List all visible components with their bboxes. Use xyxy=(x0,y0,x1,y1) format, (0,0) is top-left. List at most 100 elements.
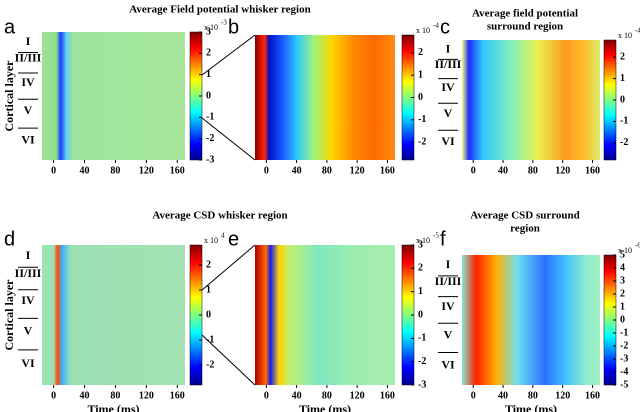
colorbar-exponent: -5 xyxy=(433,232,439,240)
colorbar-tick-label: 1 xyxy=(206,69,211,80)
colorbar-exponent: -6 xyxy=(635,242,640,250)
layer-label: I xyxy=(26,248,31,262)
layer-label: V xyxy=(24,103,33,117)
panel-letter: d xyxy=(4,228,15,250)
colorbar-tick-label: -2 xyxy=(418,356,426,367)
layer-label: V xyxy=(444,106,453,120)
colorbar-tick-label: 1 xyxy=(620,73,625,84)
x-tick-label: 40 xyxy=(292,390,302,401)
colorbar-tick-label: 5 xyxy=(620,249,625,260)
heatmap-image xyxy=(462,255,600,385)
panel-letter: e xyxy=(228,228,239,250)
colorbar-scale: x 10 xyxy=(416,26,430,35)
panel-title: Average CSD surround xyxy=(470,210,580,222)
x-tick-label: 120 xyxy=(555,390,570,401)
layer-label: I xyxy=(446,257,451,271)
x-tick-label: 120 xyxy=(350,390,365,401)
x-tick-label: 40 xyxy=(80,165,90,176)
zoom-line xyxy=(201,117,256,161)
colorbar-tick-label: 3 xyxy=(206,26,211,37)
x-tick-label: 160 xyxy=(380,165,395,176)
x-tick-label: 40 xyxy=(498,165,508,176)
colorbar-exponent: -3 xyxy=(221,19,227,27)
colorbar-tick-label: -2 xyxy=(418,136,426,147)
colorbar-tick-label: 1 xyxy=(418,69,423,80)
layer-label: II/III xyxy=(435,57,462,71)
layer-label: V xyxy=(24,324,33,338)
x-tick-label: 80 xyxy=(528,390,538,401)
panel-letter: f xyxy=(440,228,446,250)
x-tick-label: 80 xyxy=(110,165,120,176)
zoom-line xyxy=(201,244,256,291)
colorbar-tick-label: 2 xyxy=(418,263,423,274)
heatmap-image xyxy=(42,245,185,385)
colorbar-tick-label: -2 xyxy=(620,137,628,148)
layer-label: VI xyxy=(441,134,455,148)
layer-label: VI xyxy=(21,356,35,370)
heatmap-image xyxy=(255,245,395,385)
colorbar-tick-label: 4 xyxy=(620,262,625,273)
colorbar-tick-label: -4 xyxy=(620,366,628,377)
colorbar-scale: x 10 xyxy=(618,246,632,255)
colorbar-tick-label: -2 xyxy=(206,133,214,144)
layer-label: IV xyxy=(441,299,455,313)
colorbar-tick-label: 0 xyxy=(418,92,423,103)
layer-label: I xyxy=(26,34,31,48)
x-axis-label: Time (ms) xyxy=(87,402,139,412)
x-axis-label: Time (ms) xyxy=(299,402,351,412)
colorbar-tick-label: -1 xyxy=(206,334,214,345)
x-tick-label: 40 xyxy=(292,165,302,176)
colorbar-scale: x 10 xyxy=(618,31,632,40)
colorbar-tick-label: -1 xyxy=(418,114,426,125)
x-tick-label: 80 xyxy=(528,165,538,176)
x-tick-label: 160 xyxy=(585,165,600,176)
colorbar-tick-label: 2 xyxy=(620,51,625,62)
layer-label: IV xyxy=(441,80,455,94)
heatmap-image xyxy=(462,40,600,160)
panel-title: Average CSD whisker region xyxy=(152,210,287,222)
colorbar-tick-label: -2 xyxy=(620,340,628,351)
panel-letter: c xyxy=(440,16,450,38)
colorbar-tick-label: -3 xyxy=(206,154,214,165)
colorbar-scale: x 10 xyxy=(416,236,430,245)
colorbar-exponent: 4 xyxy=(221,232,225,240)
layer-label: IV xyxy=(21,293,35,307)
x-tick-label: 40 xyxy=(498,390,508,401)
colorbar-tick-label: 0 xyxy=(620,314,625,325)
zoom-line xyxy=(201,34,256,76)
panel-title: Average field potential xyxy=(472,8,578,20)
heatmap-image xyxy=(42,32,185,160)
colorbar-tick-label: -1 xyxy=(620,116,628,127)
colorbar-tick-label: 3 xyxy=(418,239,423,250)
x-tick-label: 0 xyxy=(471,165,476,176)
colorbar-exponent: -4 xyxy=(635,27,640,35)
layer-label: VI xyxy=(21,133,35,147)
panel-title: Average Field potential whisker region xyxy=(129,4,310,16)
layer-label: VI xyxy=(441,357,455,371)
colorbar-tick-label: -3 xyxy=(418,379,426,390)
x-axis-label: Time (ms) xyxy=(505,402,557,412)
colorbar-tick-label: -1 xyxy=(206,112,214,123)
colorbar-tick-label: 0 xyxy=(206,309,211,320)
colorbar-scale: x 10 xyxy=(204,236,218,245)
colorbar-tick-label: 0 xyxy=(418,309,423,320)
colorbar-tick-label: -1 xyxy=(418,333,426,344)
colorbar-exponent: -4 xyxy=(433,22,439,30)
y-axis-label: Cortical layer xyxy=(2,279,16,351)
x-tick-label: 80 xyxy=(110,390,120,401)
layer-label: II/III xyxy=(15,266,42,280)
x-tick-label: 0 xyxy=(51,165,56,176)
colorbar-tick-label: -2 xyxy=(206,359,214,370)
x-tick-label: 120 xyxy=(139,390,154,401)
x-tick-label: 160 xyxy=(170,165,185,176)
layer-label: IV xyxy=(21,75,35,89)
x-tick-label: 120 xyxy=(139,165,154,176)
panel-title: surround region xyxy=(487,21,563,33)
colorbar-tick-label: 1 xyxy=(418,286,423,297)
x-tick-label: 160 xyxy=(380,390,395,401)
x-tick-label: 40 xyxy=(80,390,90,401)
colorbar-tick-label: -3 xyxy=(620,353,628,364)
panel-letter: b xyxy=(228,16,239,38)
colorbar-tick-label: 2 xyxy=(620,288,625,299)
panel-letter: a xyxy=(4,16,16,38)
